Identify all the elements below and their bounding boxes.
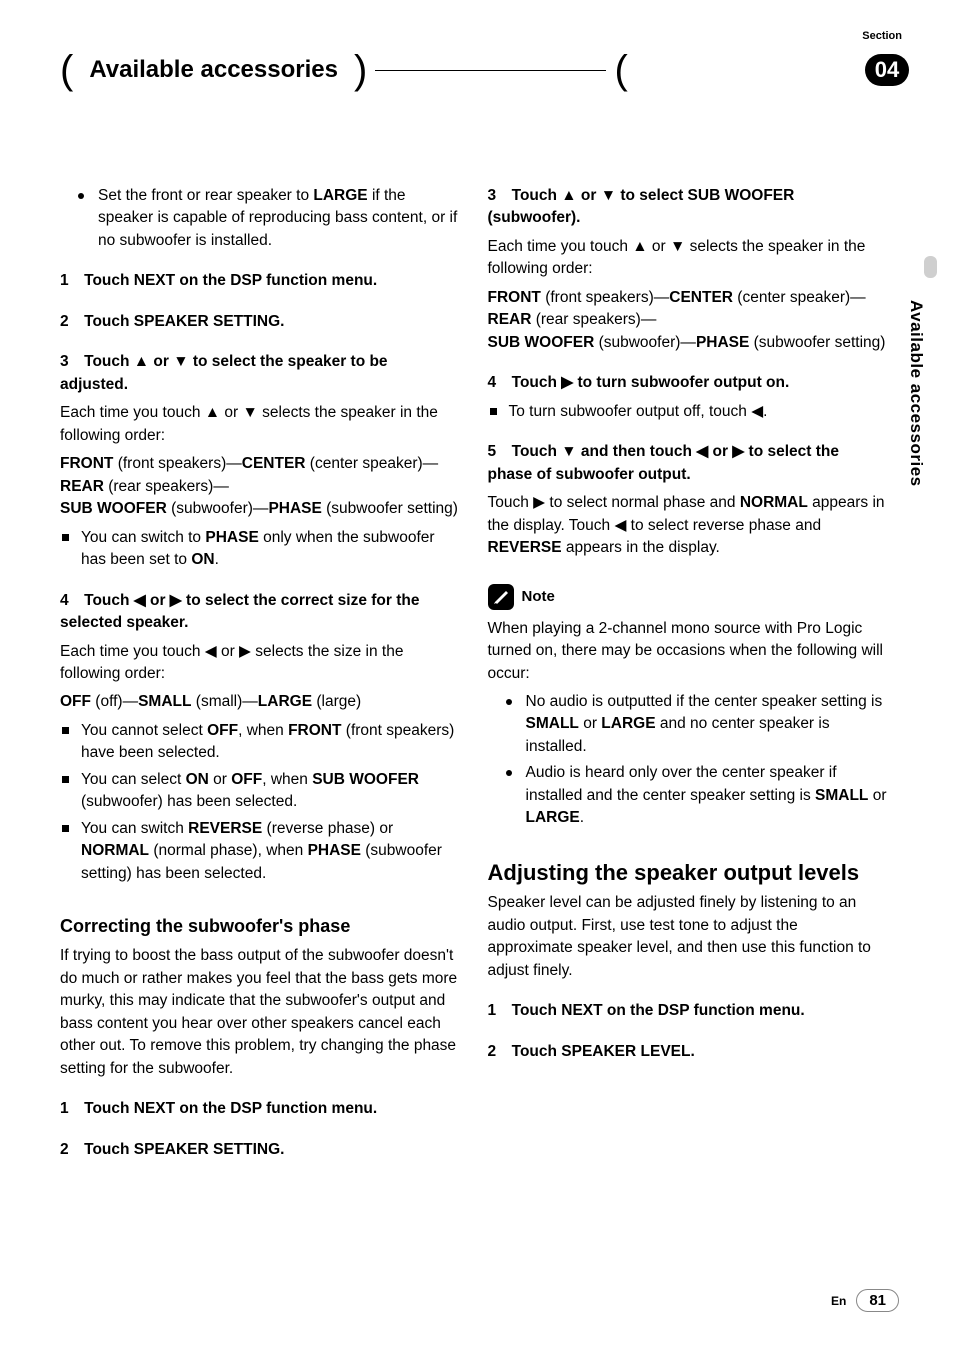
step-2-head: 2 Touch SPEAKER SETTING. (60, 311, 460, 333)
step-4-bullet-2: You can select ON or OFF, when SUB WOOFE… (81, 769, 460, 814)
note-label: Note (522, 586, 555, 608)
step-3-bullet: You can switch to PHASE only when the su… (81, 527, 460, 572)
step-1-head: 1 Touch NEXT on the DSP function menu. (60, 270, 460, 292)
step-3-seq: FRONT (front speakers)—CENTER (center sp… (60, 453, 460, 520)
left-column: Set the front or rear speaker to LARGE i… (60, 185, 460, 1167)
step-3-body: Each time you touch ▲ or ▼ selects the s… (60, 402, 460, 447)
subhead-body: If trying to boost the bass output of th… (60, 945, 460, 1080)
h2-step-2: 2 Touch SPEAKER LEVEL. (488, 1041, 888, 1063)
subhead-correcting: Correcting the subwoofer's phase (60, 913, 460, 939)
bullet-icon (62, 776, 69, 783)
note-bullet-2: Audio is heard only over the center spea… (526, 762, 888, 829)
bullet-icon (62, 534, 69, 541)
section-label: Section (862, 30, 902, 42)
r-step-5-body: Touch ▶ to select normal phase and NORMA… (488, 492, 888, 559)
section-number-badge: 04 (865, 54, 909, 86)
note-body: When playing a 2-channel mono source wit… (488, 618, 888, 685)
side-indicator (924, 256, 937, 278)
paren-left-icon: ( (614, 50, 627, 90)
h2-body: Speaker level can be adjusted finely by … (488, 892, 888, 982)
step-4-bullet-1: You cannot select OFF, when FRONT (front… (81, 720, 460, 765)
right-column: 3 Touch ▲ or ▼ to select SUB WOOFER (sub… (488, 185, 910, 1167)
r-step-3-seq: FRONT (front speakers)—CENTER (center sp… (488, 287, 888, 354)
r-step-4-head: 4 Touch ▶ to turn subwoofer output on. (488, 372, 888, 394)
sub-step-1: 1 Touch NEXT on the DSP function menu. (60, 1098, 460, 1120)
h2-adjusting: Adjusting the speaker output levels (488, 860, 888, 886)
footer: En 81 (831, 1289, 899, 1312)
h2-step-1: 1 Touch NEXT on the DSP function menu. (488, 1000, 888, 1022)
paren-left-icon: ( (60, 50, 73, 90)
bullet-icon (62, 825, 69, 832)
step-4-head: 4 Touch ◀ or ▶ to select the correct siz… (60, 590, 460, 635)
header-row: ( Available accessories ) ( 04 (60, 50, 909, 90)
bullet-icon (506, 770, 512, 776)
note-bullet-1: No audio is outputted if the center spea… (526, 691, 888, 758)
paren-right-icon: ) (354, 50, 367, 90)
intro-bullet-text: Set the front or rear speaker to LARGE i… (98, 185, 460, 252)
bullet-icon (506, 699, 512, 705)
step-3-head: 3 Touch ▲ or ▼ to select the speaker to … (60, 351, 460, 396)
r-step-3-head: 3 Touch ▲ or ▼ to select SUB WOOFER (sub… (488, 185, 888, 230)
step-4-body: Each time you touch ◀ or ▶ selects the s… (60, 641, 460, 686)
page-number: 81 (856, 1289, 899, 1312)
r-step-4-bullet: To turn subwoofer output off, touch ◀. (509, 401, 888, 423)
note-icon (488, 584, 514, 610)
footer-lang: En (831, 1294, 846, 1308)
sub-step-2: 2 Touch SPEAKER SETTING. (60, 1139, 460, 1161)
page-title: Available accessories (73, 56, 354, 84)
side-tab-label: Available accessories (906, 300, 926, 487)
bullet-icon (62, 727, 69, 734)
bullet-icon (78, 193, 84, 199)
step-4-seq: OFF (off)—SMALL (small)—LARGE (large) (60, 691, 460, 713)
step-4-bullet-3: You can switch REVERSE (reverse phase) o… (81, 818, 460, 885)
header-divider (375, 70, 606, 71)
bullet-icon (490, 408, 497, 415)
r-step-5-head: 5 Touch ▼ and then touch ◀ or ▶ to selec… (488, 441, 888, 486)
r-step-3-body: Each time you touch ▲ or ▼ selects the s… (488, 236, 888, 281)
